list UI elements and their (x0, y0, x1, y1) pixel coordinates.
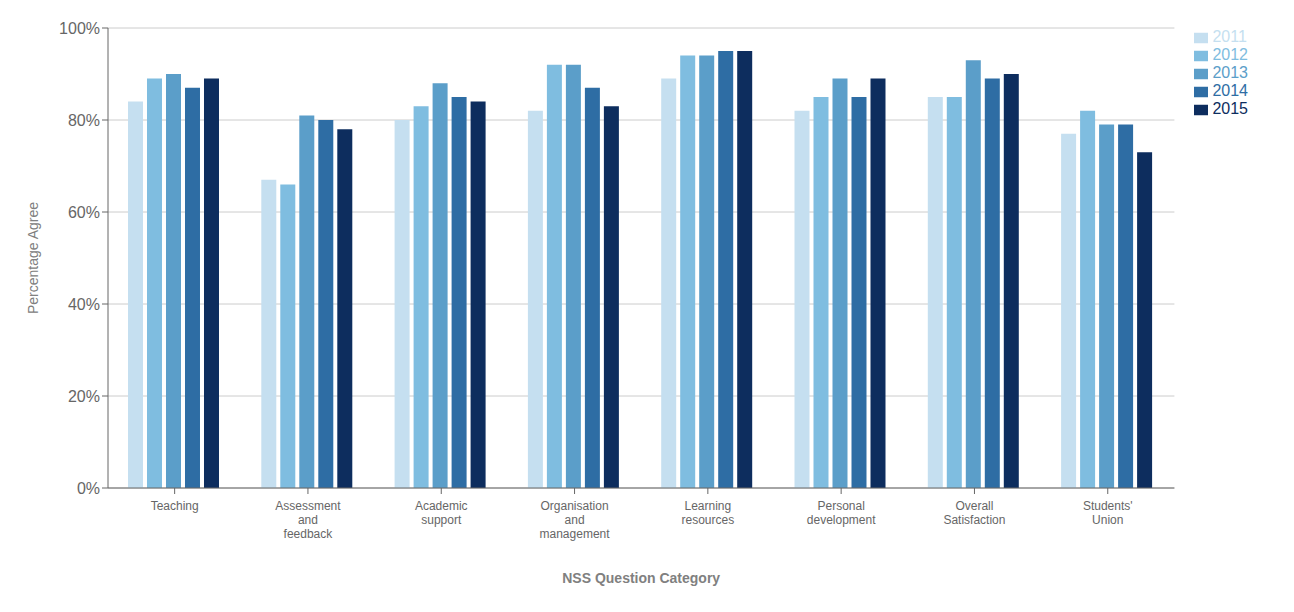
svg-text:20%: 20% (68, 388, 100, 405)
html-text:2014: 2014 (1212, 82, 1248, 99)
svg-text:80%: 80% (68, 112, 100, 129)
svg-text:Percentage Agree: Percentage Agree (25, 202, 41, 314)
html-text:2011: 2011 (1212, 28, 1247, 45)
svg-text:Academicsupport: Academicsupport (415, 499, 468, 527)
svg-text:Organisationandmanagement: Organisationandmanagement (540, 499, 611, 541)
html-text:2013: 2013 (1212, 64, 1248, 81)
svg-text:Personaldevelopment: Personaldevelopment (807, 499, 876, 527)
svg-text:Teaching: Teaching (151, 499, 199, 513)
svg-text:100%: 100% (59, 20, 100, 37)
html-text:2015: 2015 (1212, 100, 1248, 117)
svg-text:Students'Union: Students'Union (1083, 499, 1133, 527)
svg-text:Assessmentandfeedback: Assessmentandfeedback (275, 499, 341, 541)
html-text:2012: 2012 (1212, 46, 1248, 63)
svg-text:OverallSatisfaction: OverallSatisfaction (943, 499, 1005, 527)
svg-text:40%: 40% (68, 296, 100, 313)
svg-text:60%: 60% (68, 204, 100, 221)
svg-text:Learningresources: Learningresources (682, 499, 735, 527)
svg-text:NSS Question Category: NSS Question Category (562, 570, 720, 586)
svg-text:0%: 0% (77, 480, 100, 497)
